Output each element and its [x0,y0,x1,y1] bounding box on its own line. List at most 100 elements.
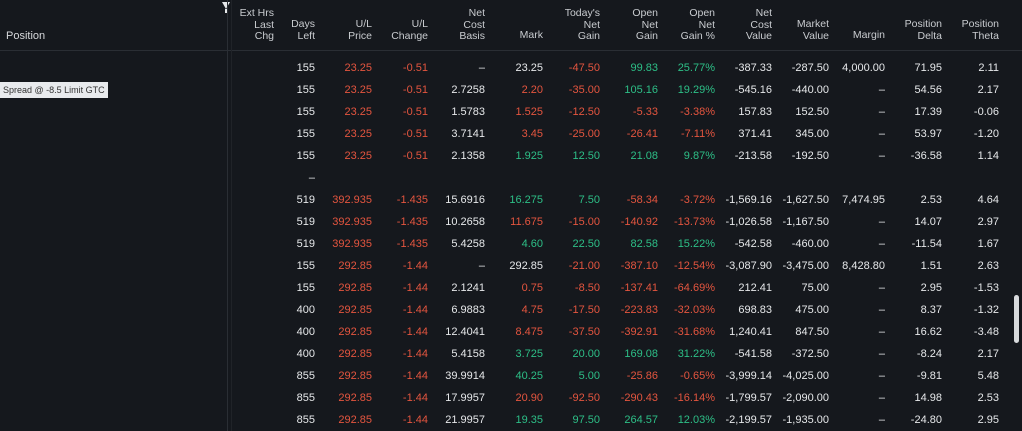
cell-ong: -25.86 [626,370,658,382]
cell-ncb: 10.2658 [445,216,485,228]
cell-margin: 7,474.95 [842,194,885,206]
table-row[interactable]: -1 Dec25 $200 Put855292.85-1.4417.995720… [0,387,1012,409]
cell-delta: -24.80 [910,414,942,426]
cell-mv: -1,627.50 [782,194,829,206]
cell-ul-price: 23.25 [344,150,372,162]
cell-theta: 2.95 [977,414,999,426]
cell-days: 155 [296,282,315,294]
table-row[interactable]: -1 Jan25 $580 Call519392.935-1.4355.4258… [0,233,1012,255]
header-ext-hrs-last-chg[interactable]: Ext Hrs Last Chg [239,7,274,42]
table-row[interactable]: -1 Jan25 $300 Put519392.935-1.43510.2658… [0,211,1012,233]
cell-ncv: 212.41 [738,282,772,294]
cell-ul-change: -1.44 [402,260,428,272]
cell-mv: -460.00 [791,238,829,250]
cell-ncv: -3,999.14 [725,370,772,382]
cell-ong: -58.34 [626,194,658,206]
cell-delta: 14.07 [914,216,942,228]
table-row[interactable]: +1 Sep24 $500 Call400292.85-1.4412.40418… [0,321,1012,343]
cell-ong: -26.41 [626,128,658,140]
table-row[interactable]: LOVE multiple15523.25-0.51–23.25-47.5099… [0,57,1012,79]
cell-mark: 20.90 [515,392,543,404]
table-row[interactable]: -1 Dec25 $600 Call855292.85-1.4421.99571… [0,409,1012,431]
header-net-cost-value[interactable]: Net Cost Value [745,7,772,42]
table-row[interactable]: +1 Jan24 $25 Call15523.25-0.513.71413.45… [0,123,1012,145]
cell-ncv: 157.83 [738,106,772,118]
cell-ncv: 371.41 [738,128,772,140]
header-ul-change[interactable]: U/L Change [391,18,428,42]
header-position[interactable]: Position [6,30,46,42]
cell-margin: – [878,370,885,382]
cell-ncb: 39.9914 [445,370,485,382]
cell-ul-price: 292.85 [338,370,372,382]
cell-theta: 2.63 [977,260,999,272]
cell-ncv: -545.16 [734,84,772,96]
cell-ncb: 2.7258 [451,84,485,96]
cell-mark: 19.35 [515,414,543,426]
table-row[interactable]: -1 Jan25 580/300 Strangle519392.935-1.43… [0,189,1012,211]
header-position-theta[interactable]: Position Theta [961,18,999,42]
table-row[interactable]: MA Strangle– [0,167,1012,189]
cell-mark: 1.925 [515,150,543,162]
cell-today: 12.50 [572,150,600,162]
table-row[interactable]: +1 Jan24 $500 Call155292.85-1.442.12410.… [0,277,1012,299]
cell-ncv: -541.58 [734,348,772,360]
cell-mark: 23.25 [515,62,543,74]
header-ul-price[interactable]: U/L Price [348,18,372,42]
cell-ncv: -387.33 [734,62,772,74]
cell-mark: 0.75 [521,282,543,294]
header-open-net-gain-pct[interactable]: Open Net Gain % [680,7,715,42]
cell-delta: -36.58 [910,150,942,162]
cell-days: 400 [296,304,315,316]
table-row[interactable]: +1 Sep24 500/600 Call Vertical400292.85-… [0,299,1012,321]
sort-arrow-icon[interactable] [222,2,230,9]
cell-ul-change: -1.44 [402,392,428,404]
cell-ncb: 3.7141 [451,128,485,140]
cell-delta: 1.51 [920,260,942,272]
cell-delta: 8.37 [920,304,942,316]
header-mark[interactable]: Mark [519,29,543,41]
header-net-cost-basis[interactable]: Net Cost Basis [459,7,485,42]
vertical-scrollbar[interactable] [1014,295,1019,343]
cell-mark: 4.75 [521,304,543,316]
cell-theta: 1.67 [977,238,999,250]
cell-ncv: -3,087.90 [725,260,772,272]
cell-days: – [308,172,315,184]
header-market-value[interactable]: Market Value [796,18,829,42]
table-row[interactable]: +1 Jan24 25/30 Call Vertical15523.25-0.5… [0,101,1012,123]
cell-theta: 2.11 [978,62,999,74]
table-row[interactable]: $20 Puts15523.25-0.512.72582.20-35.00105… [0,79,1012,101]
cell-mark: 40.25 [515,370,543,382]
cell-today: -35.00 [568,84,600,96]
header-days-left[interactable]: Days Left [291,18,315,42]
cell-delta: 16.62 [914,326,942,338]
header-todays-net-gain[interactable]: Today's Net Gain [564,7,600,42]
cell-ong: 105.16 [624,84,658,96]
table-row[interactable]: -1 Jan24 $30 Call15523.25-0.512.13581.92… [0,145,1012,167]
cell-days: 155 [296,150,315,162]
header-margin[interactable]: Margin [852,29,885,41]
cell-theta: -1.20 [973,128,999,140]
column-divider[interactable] [227,0,228,431]
header-position-delta[interactable]: Position Delta [904,18,942,42]
cell-theta: -3.48 [973,326,999,338]
cell-ncb: 5.4158 [451,348,485,360]
cell-margin: – [878,150,885,162]
cell-days: 519 [296,194,315,206]
cell-days: 400 [296,326,315,338]
cell-mv: 475.00 [795,304,829,316]
table-row[interactable]: META multiple155292.85-1.44–292.85-21.00… [0,255,1012,277]
cell-today: -8.50 [574,282,600,294]
header-open-net-gain[interactable]: Open Net Gain [632,7,658,42]
cell-days: 855 [296,392,315,404]
table-row[interactable]: -1 Sep24 $600 Call400292.85-1.445.41583.… [0,343,1012,365]
cell-ncv: 1,240.41 [729,326,772,338]
table-row[interactable]: -1 Dec25 600/200 Strangle855292.85-1.443… [0,365,1012,387]
cell-today: 22.50 [572,238,600,250]
cell-ongp: 15.22% [677,238,715,250]
cell-margin: – [878,216,885,228]
cell-ul-price: 292.85 [338,392,372,404]
cell-delta: 2.95 [920,282,942,294]
cell-mv: -1,167.50 [782,216,829,228]
cell-ongp: -16.14% [674,392,715,404]
cell-today: -21.00 [568,260,600,272]
